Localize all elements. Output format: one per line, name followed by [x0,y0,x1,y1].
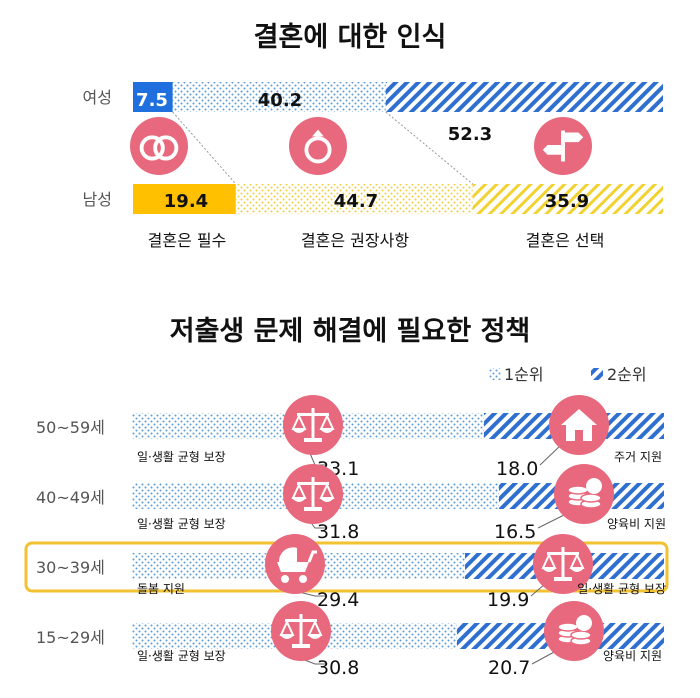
legend-label: 2순위 [607,365,647,384]
value-label-second: 18.0 [496,458,538,480]
rings-icon [139,135,179,161]
policy-label-second: 양육비 지원 [603,649,662,663]
chart-title-policy: 저출생 문제 해결에 필요한 정책 [170,316,531,347]
value-label: 35.9 [545,191,589,212]
value-label: 52.3 [448,124,492,145]
value-label: 19.4 [164,191,208,212]
house-icon [561,409,597,441]
value-label-second: 16.5 [494,521,536,543]
series-label: 결혼은 권장사항 [301,231,409,250]
policy-label-first: 일·생활 균형 보장 [137,517,226,531]
value-label-first: 31.8 [317,521,359,543]
highlight-box [24,541,669,593]
leader-line [531,650,557,665]
coins-icon [557,615,592,646]
series-label: 결혼은 필수 [148,231,227,250]
bar-segment [472,184,663,214]
category-label: 남성 [83,190,112,209]
scale-icon [541,547,585,581]
leader-line [537,513,567,529]
bar-segment [172,82,386,112]
policy-label-first: 일·생활 균형 보장 [137,649,226,663]
legend-swatch-first [489,368,501,380]
category-label: 여성 [83,88,112,107]
policy-label-second: 양육비 지원 [607,517,666,531]
value-label: 44.7 [334,191,378,212]
value-label: 7.5 [136,90,168,111]
value-label-second: 20.7 [488,657,530,679]
stroller-icon [277,547,317,583]
legend-label: 1순위 [504,365,544,384]
age-group-label: 50~59세 [36,418,105,437]
scale-icon [291,477,335,511]
value-label-second: 19.9 [487,589,529,611]
bar-segment [133,82,173,112]
policy-label-first: 돌봄 지원 [137,582,185,596]
ring-icon [304,129,332,164]
value-label-first: 30.8 [317,657,359,679]
policy-label-second: 일·생활 균형 보장 [577,582,666,596]
series-label: 결혼은 선택 [526,231,605,250]
age-group-label: 30~39세 [36,558,105,577]
value-label: 40.2 [258,90,302,111]
leader-line [539,444,562,466]
connector-line [385,111,474,185]
scale-icon [291,408,335,442]
policy-label-second: 주거 지원 [614,450,662,464]
age-group-label: 15~29세 [36,628,105,647]
signpost-icon [542,130,584,162]
age-group-label: 40~49세 [36,488,105,507]
bar-segment [133,184,236,214]
coins-icon [567,478,602,509]
policy-label-first: 일·생활 균형 보장 [137,450,226,464]
value-label-first: 29.4 [317,589,359,611]
legend-policy: 1순위 2순위 [489,365,647,384]
ring-icon-bg [289,117,347,175]
scale-icon [279,614,323,648]
legend-swatch-second [591,368,603,380]
bar-segment [235,184,473,214]
chart-title-marriage: 결혼에 대한 인식 [254,22,447,53]
rings-icon-bg [130,117,188,175]
bar-segment [385,82,663,112]
